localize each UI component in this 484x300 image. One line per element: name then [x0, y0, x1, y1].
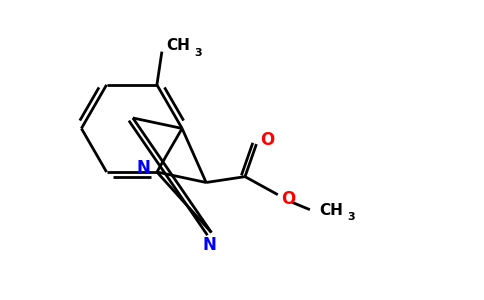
Text: N: N: [202, 236, 216, 253]
Text: O: O: [260, 131, 274, 149]
Text: CH: CH: [319, 203, 343, 218]
Text: CH: CH: [166, 38, 191, 53]
Text: O: O: [281, 190, 295, 208]
Text: 3: 3: [348, 212, 355, 222]
Text: 3: 3: [194, 48, 202, 58]
Text: N: N: [136, 159, 151, 177]
